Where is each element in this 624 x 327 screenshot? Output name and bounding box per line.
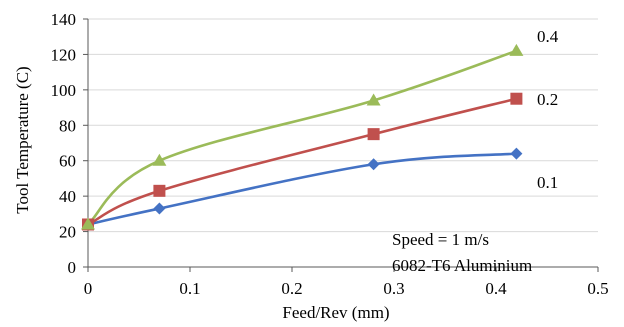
marker-0.1-2 xyxy=(367,158,380,171)
marker-0.4-2 xyxy=(366,93,381,106)
series-labels: 0.1 0.2 0.4 xyxy=(537,27,559,192)
series-label-0.1: 0.1 xyxy=(537,173,558,192)
series-line-0.4 xyxy=(87,49,517,226)
x-tick-0.2: 0.2 xyxy=(281,279,302,298)
series-label-0.4: 0.4 xyxy=(537,27,559,46)
marker-0.2-3 xyxy=(510,92,523,105)
x-tick-0.4: 0.4 xyxy=(485,279,507,298)
y-tick-20: 20 xyxy=(59,223,76,242)
series-line-0.1 xyxy=(87,152,517,226)
y-tick-100: 100 xyxy=(51,81,77,100)
y-tick-40: 40 xyxy=(59,187,76,206)
y-tick-0: 0 xyxy=(68,258,77,277)
x-tick-0.3: 0.3 xyxy=(383,279,404,298)
x-tick-0.1: 0.1 xyxy=(179,279,200,298)
x-tick-0: 0 xyxy=(84,279,93,298)
y-tick-140: 140 xyxy=(51,10,77,29)
y-axis-title: Tool Temperature (C) xyxy=(13,66,32,213)
y-tick-80: 80 xyxy=(59,116,76,135)
marker-0.2-2 xyxy=(367,128,380,141)
grid-lines xyxy=(88,18,598,233)
marker-0.1-3 xyxy=(510,147,523,160)
x-axis-title: Feed/Rev (mm) xyxy=(282,303,389,322)
marker-0.2-1 xyxy=(153,184,166,197)
marker-0.4-3 xyxy=(509,43,524,56)
axes xyxy=(83,18,599,272)
x-tick-labels: 0 0.1 0.2 0.3 0.4 0.5 xyxy=(84,279,609,298)
marker-0.4-0 xyxy=(81,217,95,230)
marker-0.4-1 xyxy=(152,153,167,166)
series-group xyxy=(81,43,524,231)
series-line-0.2 xyxy=(87,97,517,226)
x-tick-0.5: 0.5 xyxy=(587,279,608,298)
series-label-0.2: 0.2 xyxy=(537,90,558,109)
y-tick-labels: 0 20 40 60 80 100 120 140 xyxy=(51,10,77,277)
annotation-material: 6082-T6 Aluminium xyxy=(392,256,532,275)
marker-0.1-1 xyxy=(153,202,166,215)
y-tick-60: 60 xyxy=(59,152,76,171)
y-tick-120: 120 xyxy=(51,45,77,64)
annotation-speed: Speed = 1 m/s xyxy=(392,230,489,249)
